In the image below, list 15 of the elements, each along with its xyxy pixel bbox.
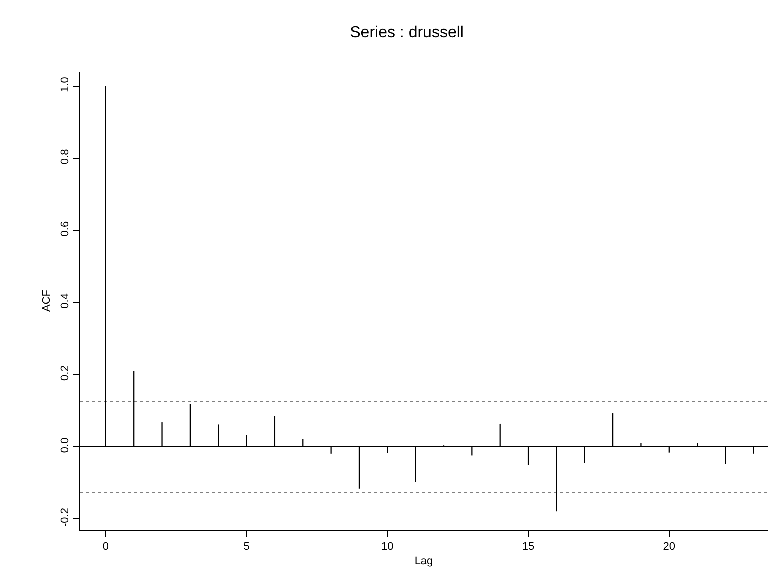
- y-tick-label: 0.2: [60, 366, 72, 381]
- y-tick-label: 0.6: [60, 221, 72, 237]
- x-tick-label: 15: [522, 541, 535, 554]
- x-tick-label: 5: [244, 541, 250, 554]
- x-tick-label: 0: [102, 541, 109, 554]
- y-axis-title: ACF: [41, 290, 54, 312]
- x-tick-label: 10: [382, 541, 394, 554]
- x-tick-label: 20: [663, 541, 676, 554]
- y-tick-label: 0.4: [60, 294, 72, 309]
- x-axis-title: Lag: [414, 555, 434, 568]
- y-tick-label: 0.0: [60, 438, 72, 454]
- chart-title: Series : drussell: [350, 24, 464, 42]
- y-tick-label: 1.0: [60, 77, 72, 92]
- y-tick-label: 0.8: [60, 149, 72, 165]
- y-tick-label: -0.2: [60, 508, 72, 528]
